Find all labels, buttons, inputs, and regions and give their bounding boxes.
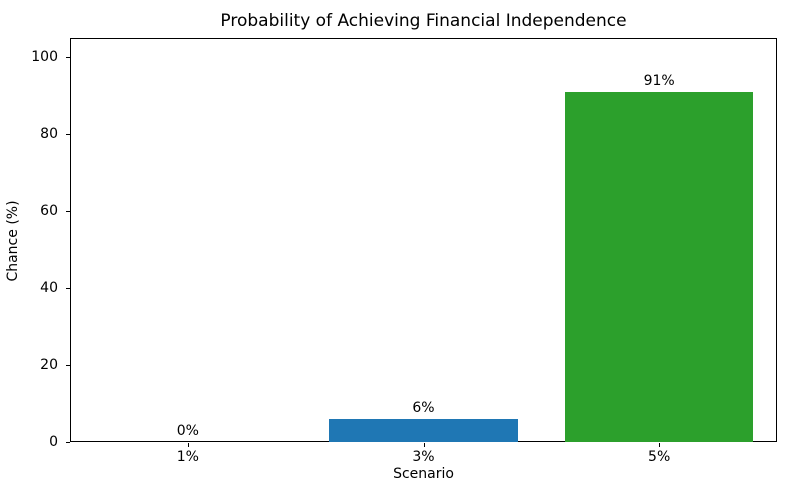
y-tick-label: 80 bbox=[40, 126, 58, 143]
x-tick-label: 5% bbox=[648, 449, 671, 465]
y-tick-mark bbox=[66, 57, 70, 59]
y-tick-label: 20 bbox=[40, 357, 58, 374]
y-tick-label: 100 bbox=[31, 49, 58, 66]
chart-title: Probability of Achieving Financial Indep… bbox=[220, 11, 627, 31]
bar-value-label: 0% bbox=[176, 423, 199, 439]
x-tick-mark bbox=[423, 443, 425, 447]
y-tick-mark bbox=[66, 365, 70, 367]
y-tick-label: 60 bbox=[40, 203, 58, 220]
y-tick-mark bbox=[66, 288, 70, 290]
x-axis-label: Scenario bbox=[393, 466, 454, 482]
y-tick-mark bbox=[66, 134, 70, 136]
x-tick-label: 1% bbox=[176, 449, 199, 465]
bar-value-label: 6% bbox=[412, 399, 435, 416]
bar bbox=[329, 418, 518, 442]
y-tick-mark bbox=[66, 211, 70, 213]
y-tick-label: 40 bbox=[40, 280, 58, 297]
y-tick-mark bbox=[66, 442, 70, 443]
y-tick-label: 0 bbox=[49, 434, 58, 450]
x-tick-mark bbox=[187, 443, 189, 447]
x-tick-mark bbox=[659, 443, 661, 447]
x-tick-label: 3% bbox=[412, 449, 435, 465]
bar bbox=[564, 91, 754, 442]
bar-value-label: 91% bbox=[643, 72, 675, 89]
y-axis-label: Chance (%) bbox=[5, 200, 21, 282]
